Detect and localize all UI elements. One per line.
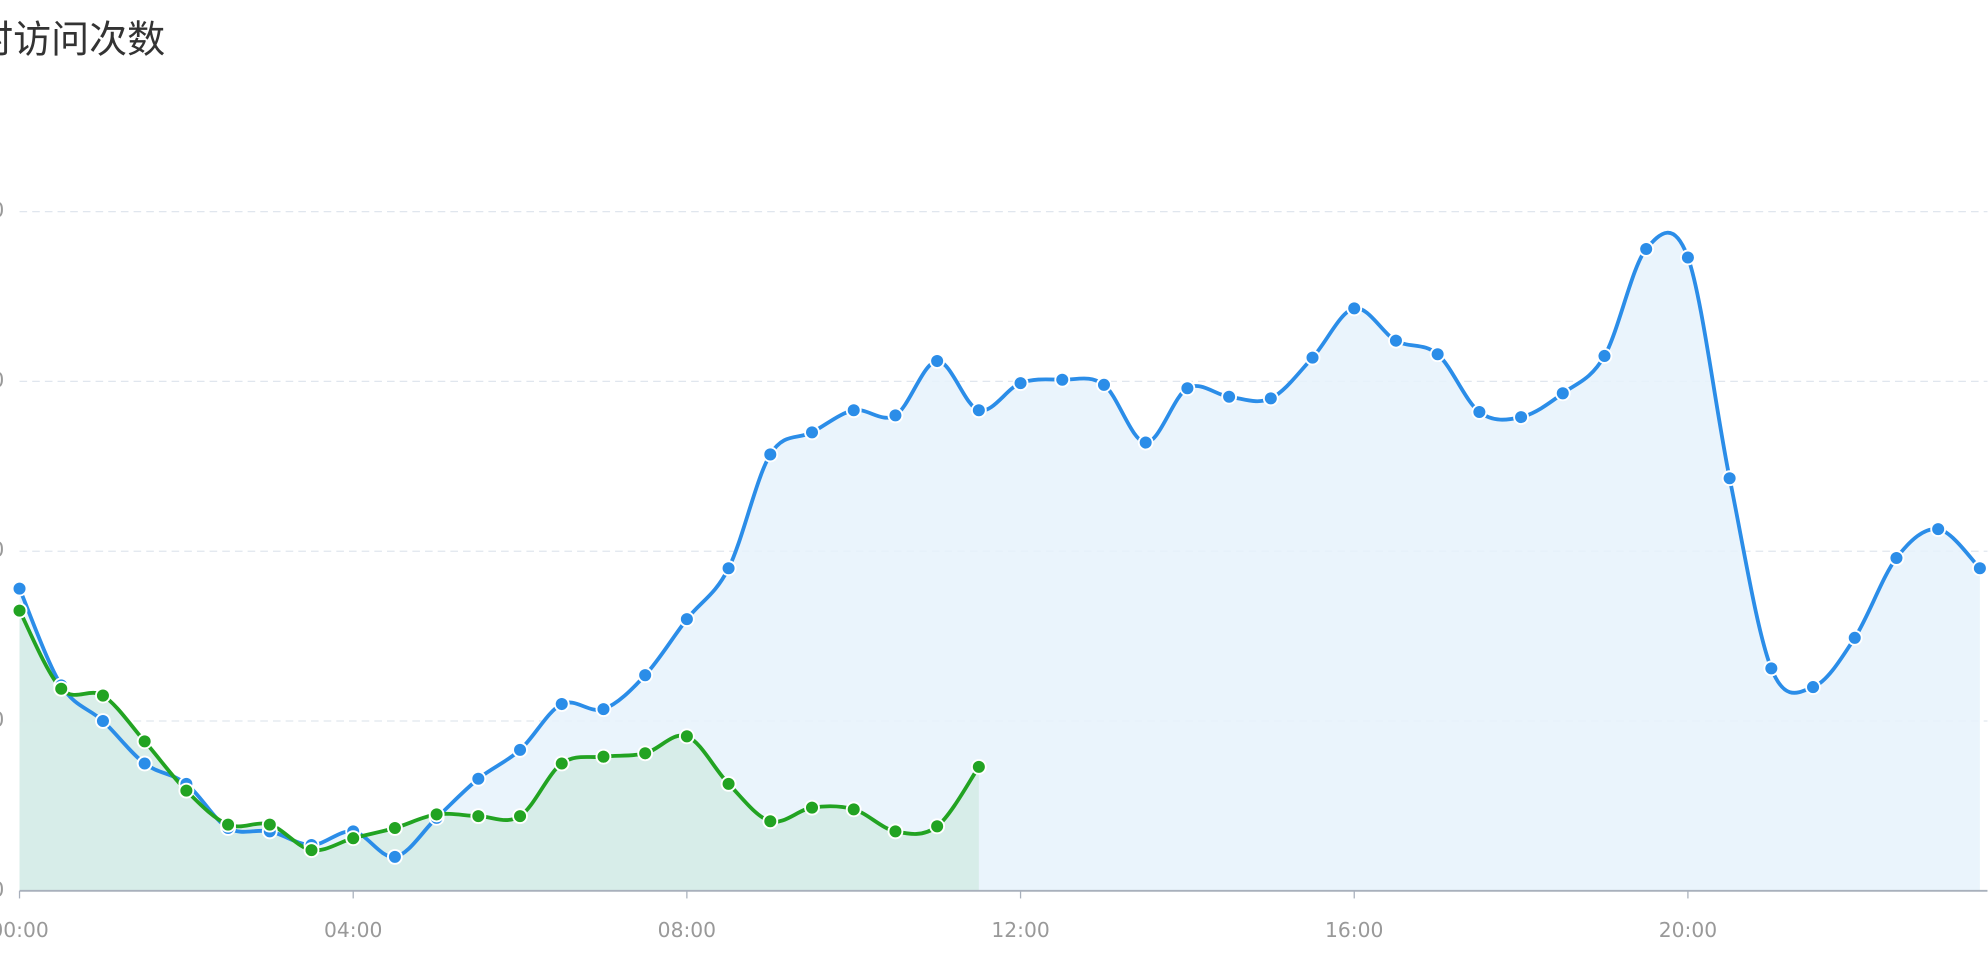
- data-point: [1846, 629, 1863, 646]
- data-point: [1304, 349, 1321, 366]
- data-point: [1221, 388, 1238, 405]
- data-point: [1679, 249, 1696, 266]
- data-point: [970, 758, 987, 775]
- data-point: [929, 353, 946, 369]
- y-tick-label: 400: [0, 198, 4, 222]
- data-point: [1888, 550, 1905, 566]
- data-point: [95, 687, 111, 704]
- series-area: [19, 610, 979, 891]
- data-point: [678, 728, 695, 745]
- data-point: [136, 733, 153, 750]
- series-area: [19, 232, 1980, 891]
- data-point: [720, 560, 737, 577]
- x-tick-label: 08:00: [658, 918, 716, 942]
- data-point: [1638, 241, 1655, 257]
- data-point: [261, 816, 278, 833]
- data-point: [1429, 346, 1446, 363]
- data-point: [220, 816, 236, 833]
- x-tick-label: 12:00: [991, 918, 1049, 942]
- y-tick-label: 0: [0, 877, 4, 901]
- data-point: [595, 748, 612, 765]
- data-point: [386, 820, 403, 836]
- data-point: [762, 446, 779, 463]
- data-point: [637, 667, 654, 684]
- data-point: [720, 775, 737, 792]
- data-point: [512, 808, 528, 825]
- data-point: [1763, 660, 1780, 677]
- x-tick-label: 04:00: [324, 918, 382, 942]
- data-point: [553, 755, 570, 772]
- data-point: [1513, 409, 1529, 426]
- data-point: [1554, 385, 1571, 402]
- x-tick-label: 20:00: [1659, 918, 1717, 942]
- data-point: [887, 823, 904, 840]
- data-point: [11, 602, 28, 619]
- data-point: [1054, 371, 1071, 388]
- y-tick-label: 200: [0, 538, 4, 562]
- data-point: [1471, 404, 1488, 420]
- data-point: [762, 813, 779, 830]
- data-point: [428, 806, 445, 823]
- data-point: [553, 696, 570, 712]
- data-point: [470, 808, 487, 825]
- data-point: [678, 611, 695, 628]
- data-point: [1388, 332, 1404, 349]
- data-point: [136, 755, 153, 772]
- data-point: [970, 402, 987, 419]
- data-point: [1096, 376, 1112, 393]
- data-point: [53, 680, 70, 697]
- data-point: [1721, 470, 1738, 487]
- data-point: [1137, 434, 1154, 451]
- data-point: [845, 402, 862, 419]
- data-point: [1930, 521, 1947, 538]
- data-point: [637, 745, 654, 762]
- chart-title: 时访问次数: [0, 17, 165, 61]
- data-point: [470, 770, 487, 787]
- x-tick-label: 16:00: [1325, 918, 1383, 942]
- data-point: [512, 741, 528, 758]
- data-point: [1012, 375, 1029, 392]
- data-point: [1971, 560, 1988, 577]
- data-point: [178, 782, 195, 799]
- y-tick-label: 100: [0, 708, 4, 732]
- data-point: [345, 830, 362, 847]
- data-point: [1805, 679, 1821, 695]
- data-point: [804, 799, 820, 816]
- y-tick-label: 300: [0, 368, 4, 392]
- x-tick-label: 00:00: [0, 918, 49, 942]
- data-point: [845, 801, 862, 818]
- data-point: [95, 713, 111, 729]
- data-point: [929, 818, 946, 835]
- data-point: [1262, 390, 1279, 407]
- data-point: [804, 424, 820, 441]
- data-point: [595, 701, 612, 718]
- data-point: [887, 407, 904, 424]
- data-point: [1346, 300, 1363, 317]
- data-point: [1596, 348, 1613, 364]
- data-point: [303, 842, 320, 859]
- data-point: [11, 580, 28, 597]
- data-point: [386, 848, 403, 865]
- data-point: [1179, 380, 1196, 397]
